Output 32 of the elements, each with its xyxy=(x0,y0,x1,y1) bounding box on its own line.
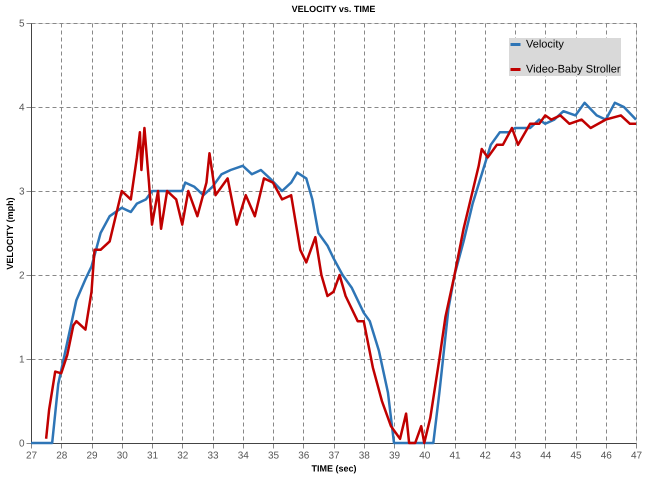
x-tick-label: 32 xyxy=(177,450,189,462)
y-tick-label: 4 xyxy=(18,102,25,114)
legend-label: Velocity xyxy=(526,38,564,50)
x-tick-label: 29 xyxy=(86,450,98,462)
x-axis-title: TIME (sec) xyxy=(311,464,357,474)
x-tick-label: 40 xyxy=(419,450,431,462)
x-tick-label: 39 xyxy=(388,450,400,462)
x-tick-label: 43 xyxy=(510,450,522,462)
x-tick-label: 41 xyxy=(449,450,461,462)
x-tick-label: 36 xyxy=(298,450,310,462)
y-tick-label: 5 xyxy=(18,18,25,30)
x-tick-label: 46 xyxy=(600,450,612,462)
y-tick-label: 1 xyxy=(18,354,25,366)
x-tick-label: 47 xyxy=(630,450,642,462)
x-tick-label: 31 xyxy=(146,450,158,462)
y-tick-label: 0 xyxy=(18,438,25,450)
x-tick-label: 44 xyxy=(540,450,552,462)
x-tick-label: 45 xyxy=(570,450,582,462)
y-axis-title: VELOCITY (mph) xyxy=(4,197,15,270)
y-tick-label: 2 xyxy=(18,270,25,282)
chart-title: VELOCITY vs. TIME xyxy=(292,4,376,14)
x-tick-label: 35 xyxy=(268,450,280,462)
x-tick-label: 37 xyxy=(328,450,340,462)
x-tick-label: 42 xyxy=(480,450,492,462)
x-tick-label: 27 xyxy=(26,450,38,462)
x-tick-label: 38 xyxy=(358,450,370,462)
legend-label: Video-Baby Stroller xyxy=(526,64,621,76)
y-tick-label: 3 xyxy=(18,186,25,198)
x-tick-label: 30 xyxy=(116,450,128,462)
x-tick-label: 34 xyxy=(238,450,250,462)
x-tick-label: 28 xyxy=(56,450,68,462)
x-tick-label: 33 xyxy=(207,450,219,462)
